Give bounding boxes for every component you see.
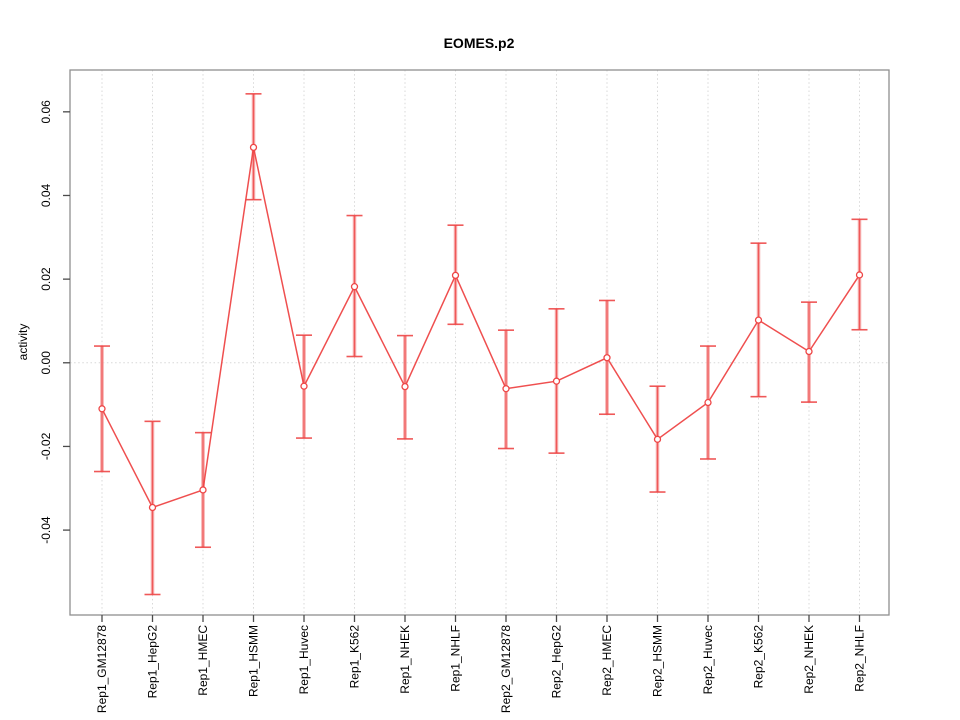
x-tick-label: Rep1_NHLF — [449, 625, 463, 692]
y-tick-label: 0.04 — [39, 183, 53, 207]
x-tick-label: Rep2_HSMM — [651, 625, 665, 697]
y-tick-label: 0.00 — [39, 351, 53, 375]
data-point — [401, 382, 409, 391]
data-point — [451, 271, 460, 280]
x-tick-label: Rep1_HSMM — [247, 625, 261, 697]
data-point — [805, 347, 813, 356]
data-point — [249, 143, 258, 152]
chart-generated-layer: -0.04 -0.02 0.00 0.02 0.04 0.06 Rep1_GM12878 Re… — [39, 69, 890, 713]
x-tick-label: Rep2_HepG2 — [550, 625, 564, 699]
data-point — [603, 354, 611, 362]
data-point — [148, 503, 157, 512]
x-tick-label: Rep1_GM12878 — [95, 625, 109, 713]
x-tick-label: Rep2_GM12878 — [499, 625, 513, 713]
y-tick-label: -0.02 — [39, 432, 53, 460]
x-tick-label: Rep1_K562 — [348, 625, 362, 689]
data-point — [552, 377, 561, 385]
x-tick-label: Rep2_NHLF — [853, 625, 867, 692]
data-point — [199, 486, 207, 494]
data-point — [704, 398, 712, 407]
x-tick-label: Rep1_HepG2 — [146, 625, 160, 699]
data-point — [300, 382, 308, 390]
series-line — [101, 147, 861, 509]
x-tick-label: Rep1_NHEK — [398, 625, 412, 694]
x-tick-label: Rep1_Huvec — [297, 625, 311, 694]
chart-title: EOMES.p2 — [444, 35, 515, 51]
y-tick-label: 0.02 — [39, 267, 53, 291]
data-point — [855, 271, 864, 279]
y-axis-label: activity — [16, 324, 30, 361]
x-tick-label: Rep2_K562 — [752, 625, 766, 689]
x-tick-label: Rep2_HMEC — [600, 625, 614, 696]
x-tick-label: Rep2_NHEK — [802, 625, 816, 694]
data-point — [350, 283, 359, 291]
plot-border — [69, 69, 890, 616]
data-point — [502, 385, 510, 393]
data-point — [98, 405, 106, 413]
x-tick-label: Rep1_HMEC — [196, 625, 210, 696]
data-point — [754, 316, 763, 324]
x-tick-label: Rep2_Huvec — [701, 625, 715, 694]
y-tick-label: -0.04 — [39, 516, 53, 544]
y-tick-label: 0.06 — [39, 100, 53, 124]
data-point — [653, 435, 662, 443]
